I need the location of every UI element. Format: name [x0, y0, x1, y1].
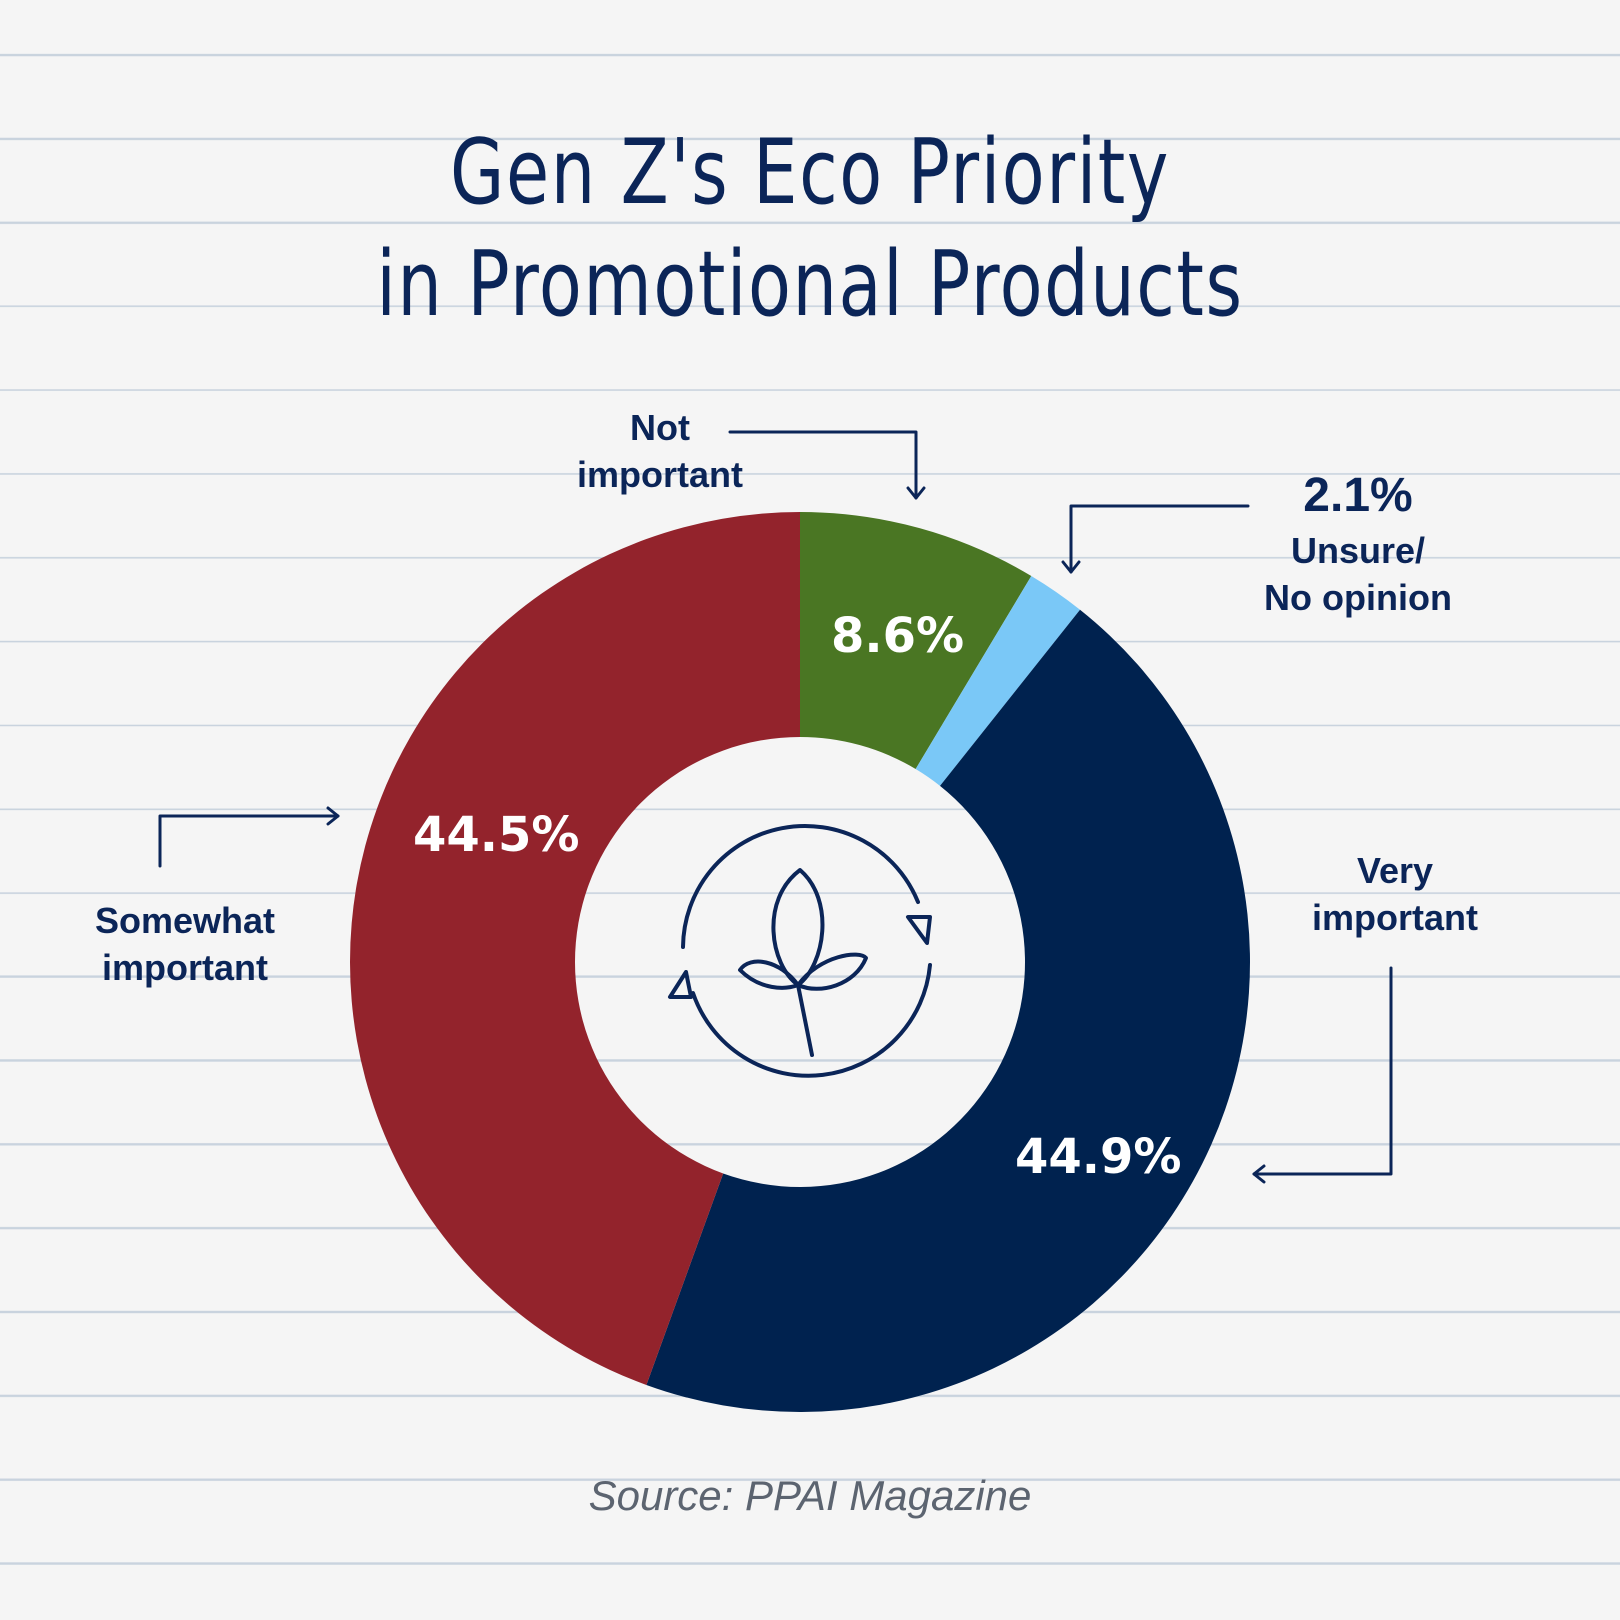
very-important-arrowhead: [1252, 1164, 1266, 1184]
unsure-arrow: [1069, 504, 1250, 574]
data-label-very-important: 44.9%: [1015, 1129, 1182, 1185]
label-unsure-value: 2.1%: [1303, 469, 1413, 522]
source-note: Source: PPAI Magazine: [588, 1472, 1032, 1519]
slice-somewhat-important: [349, 512, 800, 1385]
chart-title-line-2: in Promotional Products: [376, 232, 1244, 337]
not-important-arrowhead: [906, 486, 926, 500]
slice-unsure: [915, 575, 1081, 786]
somewhat-important-arrow: [158, 814, 340, 868]
label-very-important: Very important: [1312, 850, 1478, 938]
label-somewhat-important: Somewhat important: [94, 900, 276, 988]
very-important-arrow: [1252, 966, 1393, 1176]
donut-slices: [349, 512, 1251, 1412]
slice-not-important: [800, 512, 1032, 769]
label-unsure: Unsure/ No opinion: [1264, 530, 1452, 618]
slice-very-important: [646, 609, 1251, 1412]
somewhat-important-arrowhead: [326, 806, 340, 826]
eco-recycle-leaf-icon: [668, 823, 932, 1078]
unsure-arrowhead: [1061, 560, 1081, 574]
not-important-arrow: [728, 430, 918, 500]
data-label-not-important: 8.6%: [831, 608, 965, 664]
chart-title-line-1: Gen Z's Eco Priority: [450, 120, 1170, 225]
data-label-somewhat-important: 44.5%: [413, 807, 580, 863]
label-not-important: Not important: [577, 407, 743, 495]
leader-arrows: [158, 430, 1393, 1184]
